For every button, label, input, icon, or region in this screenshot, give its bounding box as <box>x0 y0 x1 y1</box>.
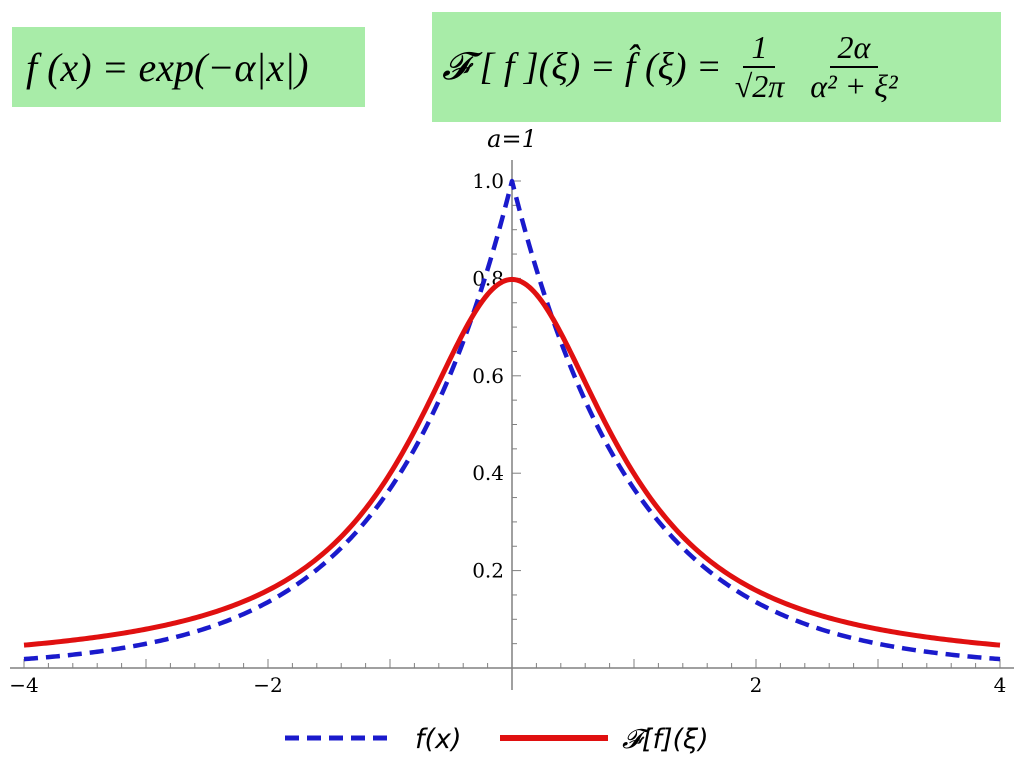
x-tick-label: −2 <box>253 673 282 697</box>
fraction-lorentzian: 2α α² + ξ² <box>802 29 905 105</box>
legend-label-fourier-transform: 𝓕[f](ξ) <box>622 724 709 755</box>
y-tick-label: 1.0 <box>472 169 504 193</box>
y-tick-label: 0.4 <box>472 461 504 485</box>
time-domain-formula: f (x) = exp(−α|x|) <box>12 27 365 107</box>
y-tick-label: 0.2 <box>472 559 504 583</box>
fraction-lorentzian-denominator: α² + ξ² <box>810 68 898 104</box>
fraction-normalization-numerator: 1 <box>743 29 776 68</box>
legend-label-f-of-x: f(x) <box>415 724 462 755</box>
x-tick-label: 4 <box>994 673 1007 697</box>
chart-series <box>23 178 1001 662</box>
fourier-formula-lhs: 𝓕 [ f ](ξ) = f̂ (ξ) = <box>442 46 722 88</box>
time-domain-formula-text: f (x) = exp(−α|x|) <box>26 44 309 90</box>
x-tick-label: 2 <box>750 673 763 697</box>
fraction-normalization: 1 √2π <box>727 29 793 105</box>
chart-legend: f(x) 𝓕[f](ξ) <box>285 724 709 755</box>
x-tick-label: −4 <box>9 673 38 697</box>
fraction-normalization-denominator: √2π <box>734 68 785 104</box>
y-tick-label: 0.6 <box>472 364 504 388</box>
fraction-lorentzian-numerator: 2α <box>829 29 879 68</box>
series-line-fourier-transform <box>23 276 1001 648</box>
chart-title: a=1 <box>487 125 537 153</box>
fourier-transform-formula: 𝓕 [ f ](ξ) = f̂ (ξ) = 1 √2π 2α α² + ξ² <box>432 12 1001 122</box>
series-line-f-of-x <box>23 178 1001 662</box>
chart-ticks: −4 −2 2 40.20.40.60.81.0 <box>9 169 1006 697</box>
